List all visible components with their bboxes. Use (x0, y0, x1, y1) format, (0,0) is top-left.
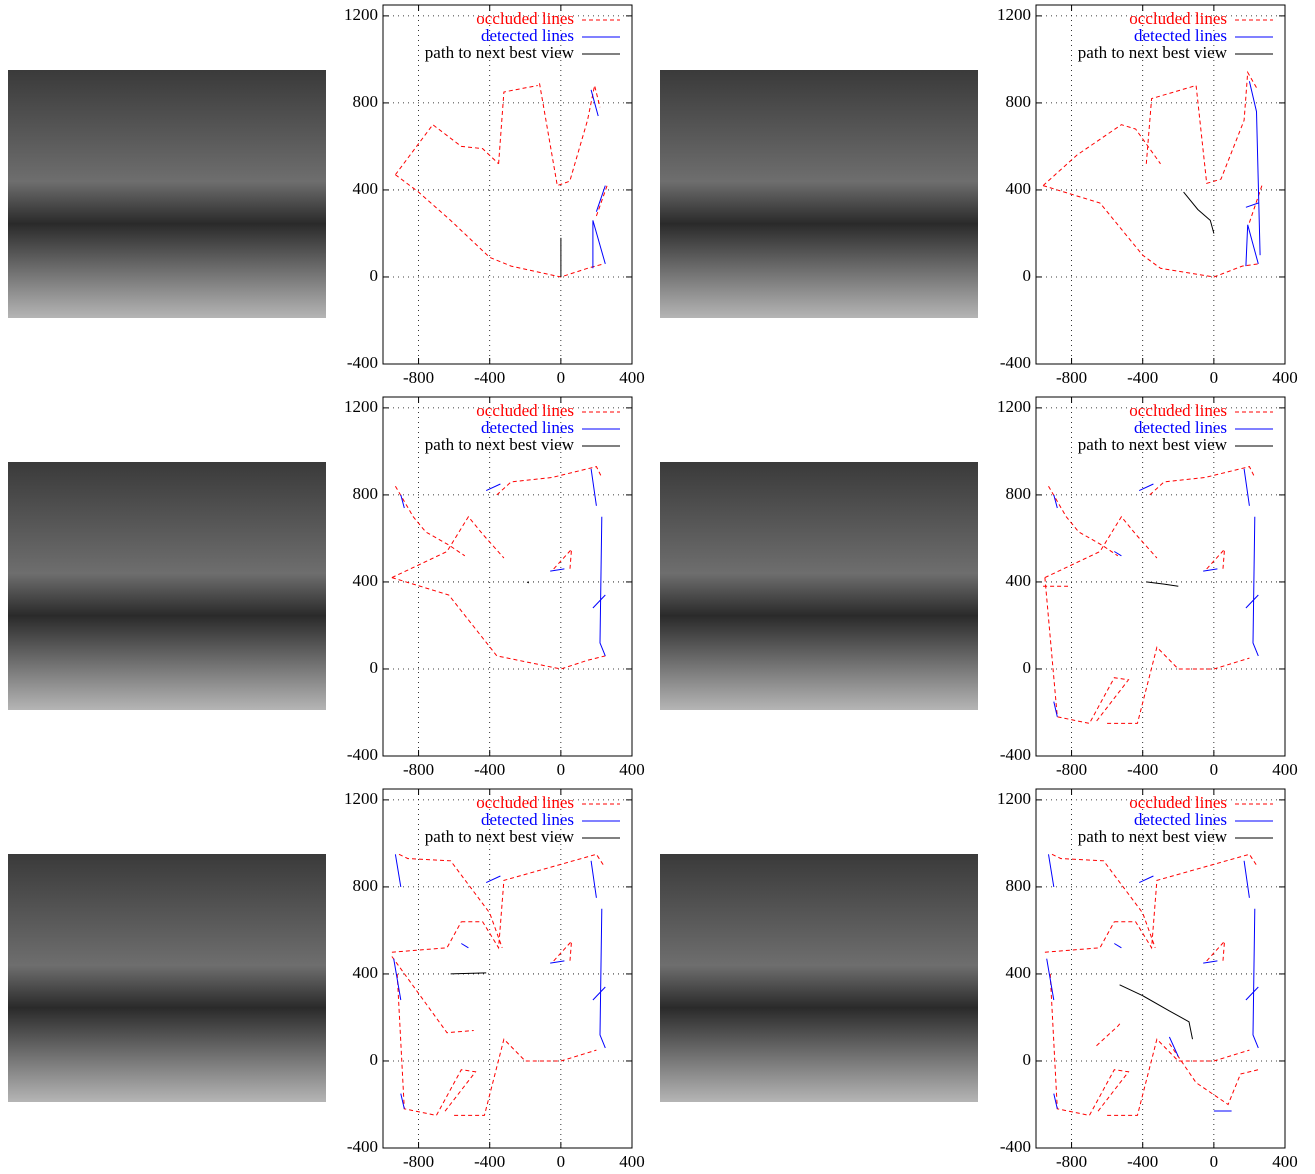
series-line (1047, 854, 1259, 1111)
series-line (1054, 469, 1259, 717)
camera-photo (660, 462, 978, 710)
series-line (1045, 854, 1258, 1115)
y-tick-label: 400 (1006, 963, 1032, 982)
series-line (401, 469, 606, 656)
y-tick-label: 0 (1023, 266, 1032, 285)
y-tick-label: 1200 (997, 789, 1031, 808)
y-tick-label: -400 (1000, 1137, 1031, 1156)
photos (8, 70, 978, 1102)
camera-photo (660, 854, 978, 1102)
x-tick-label: -400 (1127, 1152, 1158, 1171)
y-tick-label: 400 (353, 571, 379, 590)
y-tick-label: 800 (353, 876, 379, 895)
y-tick-label: 400 (353, 179, 379, 198)
series-line (392, 854, 604, 1115)
y-tick-label: -400 (347, 745, 378, 764)
x-tick-label: 0 (557, 1152, 566, 1171)
series-line (1120, 985, 1193, 1039)
y-tick-label: 800 (1006, 876, 1032, 895)
series-line (392, 467, 605, 669)
y-tick-label: 800 (353, 484, 379, 503)
y-tick-label: 400 (1006, 179, 1032, 198)
legend-label: path to next best view (425, 43, 575, 62)
x-tick-label: 400 (1272, 1152, 1298, 1171)
y-tick-label: 1200 (344, 397, 378, 416)
x-tick-label: 400 (1272, 368, 1298, 387)
x-tick-label: 400 (619, 760, 645, 779)
legend-label: path to next best view (1078, 827, 1228, 846)
y-tick-label: 400 (1006, 571, 1032, 590)
y-tick-label: 1200 (344, 5, 378, 24)
x-tick-label: 0 (1210, 760, 1219, 779)
legend-label: path to next best view (1078, 435, 1228, 454)
y-tick-label: 0 (370, 1050, 379, 1069)
x-tick-label: -800 (403, 1152, 434, 1171)
camera-photo (660, 70, 978, 318)
x-tick-label: -400 (474, 760, 505, 779)
y-tick-label: 0 (370, 266, 379, 285)
y-tick-label: 0 (1023, 1050, 1032, 1069)
x-tick-label: 400 (619, 1152, 645, 1171)
series-line (1184, 192, 1214, 233)
series-line (591, 90, 605, 268)
camera-photo (8, 462, 326, 710)
y-tick-label: 1200 (997, 5, 1031, 24)
series-line (1043, 72, 1262, 277)
series-line (395, 83, 607, 277)
x-tick-label: -400 (1127, 760, 1158, 779)
x-tick-label: -800 (1056, 1152, 1087, 1171)
figure: -40004008001200-800-4000400occluded line… (0, 0, 1315, 1174)
series-line (1043, 467, 1255, 724)
camera-photo (8, 70, 326, 318)
x-tick-label: -800 (1056, 760, 1087, 779)
y-tick-label: -400 (347, 1137, 378, 1156)
y-tick-label: -400 (1000, 745, 1031, 764)
x-tick-label: -400 (474, 368, 505, 387)
series-line (1246, 81, 1260, 266)
y-tick-label: 800 (353, 92, 379, 111)
x-tick-label: -800 (1056, 368, 1087, 387)
x-tick-label: 0 (557, 760, 566, 779)
y-tick-label: 1200 (997, 397, 1031, 416)
camera-photo (8, 854, 326, 1102)
x-tick-label: 0 (557, 368, 566, 387)
series-line (451, 973, 487, 974)
x-tick-label: 400 (1272, 760, 1298, 779)
y-tick-label: -400 (347, 353, 378, 372)
legend-label: path to next best view (425, 827, 575, 846)
legend-label: path to next best view (425, 435, 575, 454)
y-tick-label: 400 (353, 963, 379, 982)
series-line (1146, 582, 1178, 586)
x-tick-label: -400 (1127, 368, 1158, 387)
x-tick-label: 0 (1210, 368, 1219, 387)
series-line (394, 854, 606, 1109)
x-tick-label: 400 (619, 368, 645, 387)
y-tick-label: 0 (370, 658, 379, 677)
x-tick-label: -400 (474, 1152, 505, 1171)
y-tick-label: 0 (1023, 658, 1032, 677)
y-tick-label: 800 (1006, 92, 1032, 111)
x-tick-label: 0 (1210, 1152, 1219, 1171)
x-tick-label: -800 (403, 368, 434, 387)
x-tick-label: -800 (403, 760, 434, 779)
legend-label: path to next best view (1078, 43, 1228, 62)
y-tick-label: 1200 (344, 789, 378, 808)
y-tick-label: 800 (1006, 484, 1032, 503)
y-tick-label: -400 (1000, 353, 1031, 372)
